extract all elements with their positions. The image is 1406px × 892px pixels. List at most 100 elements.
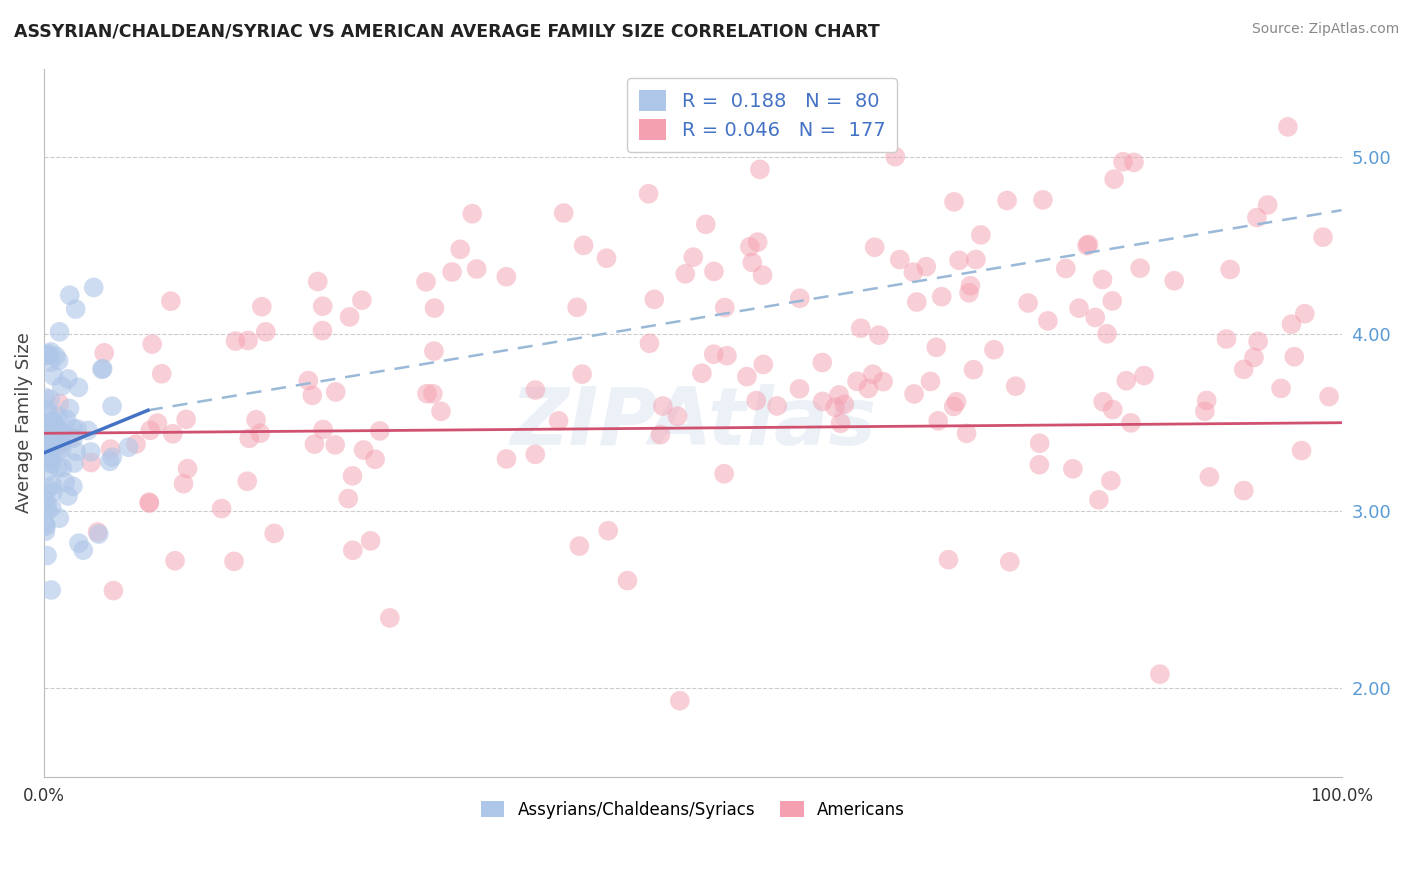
Point <box>37 407 59 421</box>
Point <box>931 290 953 304</box>
Point <box>35 454 58 468</box>
Point <box>1219 262 1241 277</box>
Point <box>713 467 735 481</box>
Point <box>1062 462 1084 476</box>
Point <box>125 437 148 451</box>
Point <box>141 337 163 351</box>
Point <box>378 611 401 625</box>
Point <box>915 260 938 274</box>
Point <box>42 414 65 428</box>
Point <box>766 399 789 413</box>
Point <box>42 368 65 383</box>
Point <box>325 384 347 399</box>
Point <box>703 347 725 361</box>
Point <box>51 442 73 456</box>
Point <box>34 391 56 405</box>
Point <box>995 194 1018 208</box>
Point <box>868 328 890 343</box>
Point <box>39 344 62 359</box>
Point <box>53 475 76 490</box>
Point <box>1084 310 1107 325</box>
Point <box>304 437 326 451</box>
Point <box>547 414 569 428</box>
Point <box>745 393 768 408</box>
Point <box>716 349 738 363</box>
Point <box>970 227 993 242</box>
Point <box>37 503 59 517</box>
Point <box>1281 317 1303 331</box>
Point <box>138 496 160 510</box>
Point <box>59 430 82 444</box>
Point <box>62 431 84 445</box>
Point <box>66 422 89 436</box>
Point <box>1149 667 1171 681</box>
Point <box>311 324 333 338</box>
Point <box>430 404 453 418</box>
Point <box>46 446 69 460</box>
Point <box>1115 374 1137 388</box>
Point <box>1294 307 1316 321</box>
Point <box>465 262 488 277</box>
Point <box>568 539 591 553</box>
Point <box>598 524 620 538</box>
Point <box>48 409 70 424</box>
Point <box>872 375 894 389</box>
Point <box>955 426 977 441</box>
Point <box>832 397 855 411</box>
Point <box>948 253 970 268</box>
Point <box>39 355 62 369</box>
Point <box>811 355 834 369</box>
Point <box>37 499 59 513</box>
Point <box>238 431 260 445</box>
Point <box>1088 492 1111 507</box>
Point <box>651 399 673 413</box>
Text: ASSYRIAN/CHALDEAN/SYRIAC VS AMERICAN AVERAGE FAMILY SIZE CORRELATION CHART: ASSYRIAN/CHALDEAN/SYRIAC VS AMERICAN AVE… <box>14 22 880 40</box>
Point <box>342 468 364 483</box>
Point <box>176 461 198 475</box>
Point <box>51 379 73 393</box>
Point <box>416 386 439 401</box>
Point <box>62 479 84 493</box>
Point <box>37 418 59 433</box>
Point <box>747 235 769 249</box>
Point <box>42 415 65 429</box>
Point <box>48 511 70 525</box>
Point <box>998 555 1021 569</box>
Point <box>87 527 110 541</box>
Point <box>51 434 73 449</box>
Point <box>34 516 56 531</box>
Point <box>350 293 373 308</box>
Point <box>942 400 965 414</box>
Point <box>423 344 446 359</box>
Point <box>41 500 63 515</box>
Point <box>943 194 966 209</box>
Point <box>957 285 980 300</box>
Point <box>1129 261 1152 276</box>
Point <box>1095 326 1118 341</box>
Point <box>67 380 90 394</box>
Point <box>1028 458 1050 472</box>
Point <box>889 252 911 267</box>
Point <box>38 348 60 362</box>
Point <box>1194 404 1216 418</box>
Point <box>1004 379 1026 393</box>
Point <box>39 451 62 466</box>
Point <box>117 440 139 454</box>
Point <box>811 394 834 409</box>
Point <box>236 475 259 489</box>
Point <box>245 413 267 427</box>
Point <box>250 300 273 314</box>
Point <box>222 554 245 568</box>
Point <box>86 524 108 539</box>
Point <box>37 481 59 495</box>
Point <box>39 392 62 407</box>
Point <box>37 425 59 440</box>
Point <box>323 438 346 452</box>
Point <box>35 447 58 461</box>
Point <box>738 240 761 254</box>
Point <box>46 460 69 475</box>
Point <box>752 358 775 372</box>
Point <box>690 366 713 380</box>
Point <box>39 454 62 468</box>
Point <box>34 524 56 539</box>
